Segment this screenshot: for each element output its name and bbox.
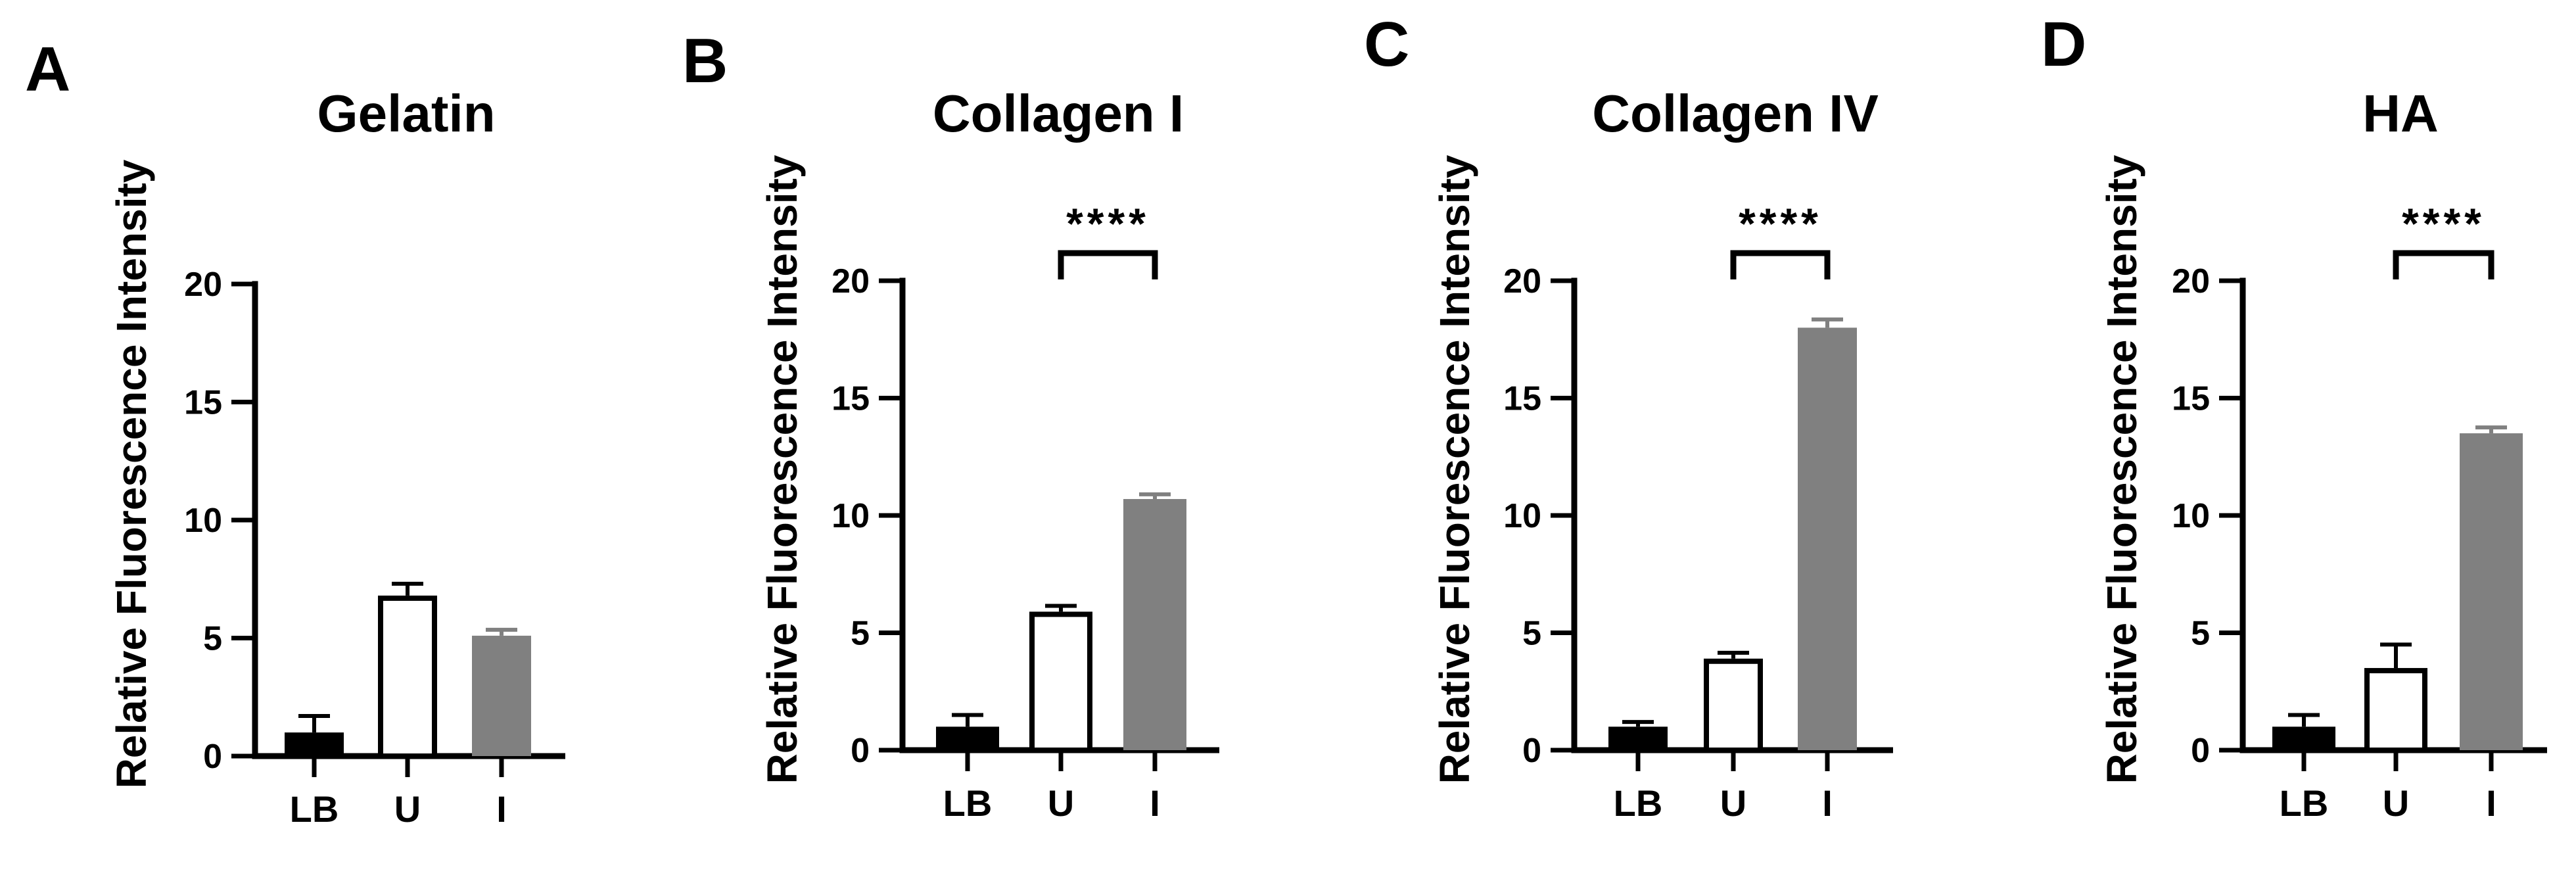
panel-letter: A bbox=[25, 34, 70, 105]
bar-i bbox=[1123, 499, 1186, 750]
panel-c: C Collagen IV Relative Fluorescence Intens… bbox=[1364, 9, 1893, 824]
significance-label: **** bbox=[2402, 199, 2485, 248]
y-tick-label: 0 bbox=[851, 732, 870, 770]
y-tick-label: 20 bbox=[2172, 262, 2210, 300]
panel-d: D HA Relative Fluorescence Intensity 0 5 10 15… bbox=[2041, 9, 2547, 824]
y-tick-label: 0 bbox=[2191, 732, 2210, 770]
chart-title: Collagen I bbox=[933, 84, 1184, 143]
chart-title: Collagen IV bbox=[1592, 84, 1879, 143]
panel-a: A Gelatin Relative Fluorescence Intensity 0… bbox=[25, 34, 565, 830]
y-axis-label: Relative Fluorescence Intensity bbox=[759, 155, 806, 784]
bar-u bbox=[2364, 668, 2427, 753]
significance-label: **** bbox=[1066, 199, 1150, 248]
panel-letter: D bbox=[2041, 9, 2086, 80]
y-tick-label: 15 bbox=[1503, 380, 1541, 418]
y-tick-label: 20 bbox=[184, 266, 222, 304]
bar-lb bbox=[2272, 726, 2335, 753]
y-axis-label: Relative Fluorescence Intensity bbox=[108, 159, 155, 788]
y-tick-label: 5 bbox=[203, 620, 222, 658]
significance-bracket bbox=[1058, 250, 1158, 279]
y-tick-label: 15 bbox=[831, 380, 870, 418]
x-tick-label-u: U bbox=[1048, 782, 1074, 824]
chart-title: HA bbox=[2362, 84, 2439, 143]
x-tick-label-i: I bbox=[2486, 782, 2496, 824]
bar-u bbox=[378, 595, 437, 759]
y-tick-label: 10 bbox=[831, 497, 870, 535]
y-tick-label: 10 bbox=[184, 502, 222, 540]
x-tick-label-u: U bbox=[1720, 782, 1746, 824]
bar-u bbox=[1704, 658, 1763, 753]
y-tick-label: 15 bbox=[2172, 380, 2210, 418]
x-tick-label-i: I bbox=[1822, 782, 1833, 824]
bar-lb bbox=[285, 732, 344, 759]
y-tick-label: 10 bbox=[1503, 497, 1541, 535]
y-tick-label: 20 bbox=[1503, 262, 1541, 300]
x-tick-label-lb: LB bbox=[943, 782, 993, 824]
bar-i bbox=[2460, 433, 2523, 750]
x-tick-label-u: U bbox=[394, 788, 421, 830]
x-tick-label-i: I bbox=[1150, 782, 1160, 824]
y-axis-label: Relative Fluorescence Intensity bbox=[1431, 155, 1478, 784]
y-tick-label: 20 bbox=[831, 262, 870, 300]
panel-letter: B bbox=[682, 26, 728, 96]
significance-label: **** bbox=[1739, 199, 1822, 248]
y-tick-label: 15 bbox=[184, 384, 222, 422]
significance-bracket bbox=[1730, 250, 1831, 279]
y-tick-label: 5 bbox=[2191, 615, 2210, 653]
x-tick-label-lb: LB bbox=[1614, 782, 1663, 824]
y-tick-label: 0 bbox=[1522, 732, 1541, 770]
x-tick-label-u: U bbox=[2383, 782, 2409, 824]
y-axis-label: Relative Fluorescence Intensity bbox=[2098, 155, 2145, 784]
y-tick-label: 10 bbox=[2172, 497, 2210, 535]
y-tick-label: 5 bbox=[1522, 615, 1541, 653]
x-tick-label-lb: LB bbox=[2280, 782, 2329, 824]
panel-letter: C bbox=[1364, 9, 1409, 80]
x-tick-label-i: I bbox=[496, 788, 507, 830]
bar-lb bbox=[1608, 726, 1668, 753]
bar-i bbox=[1798, 327, 1857, 750]
chart-title: Gelatin bbox=[317, 84, 495, 143]
bar-u bbox=[1029, 611, 1092, 753]
x-tick-label-lb: LB bbox=[290, 788, 339, 830]
y-tick-label: 5 bbox=[851, 615, 870, 653]
bar-lb bbox=[936, 726, 999, 753]
significance-bracket bbox=[2393, 250, 2494, 279]
panel-b: B Collagen I Relative Fluorescence Intensi… bbox=[682, 26, 1219, 824]
y-tick-label: 0 bbox=[203, 738, 222, 776]
bar-i bbox=[472, 635, 531, 756]
